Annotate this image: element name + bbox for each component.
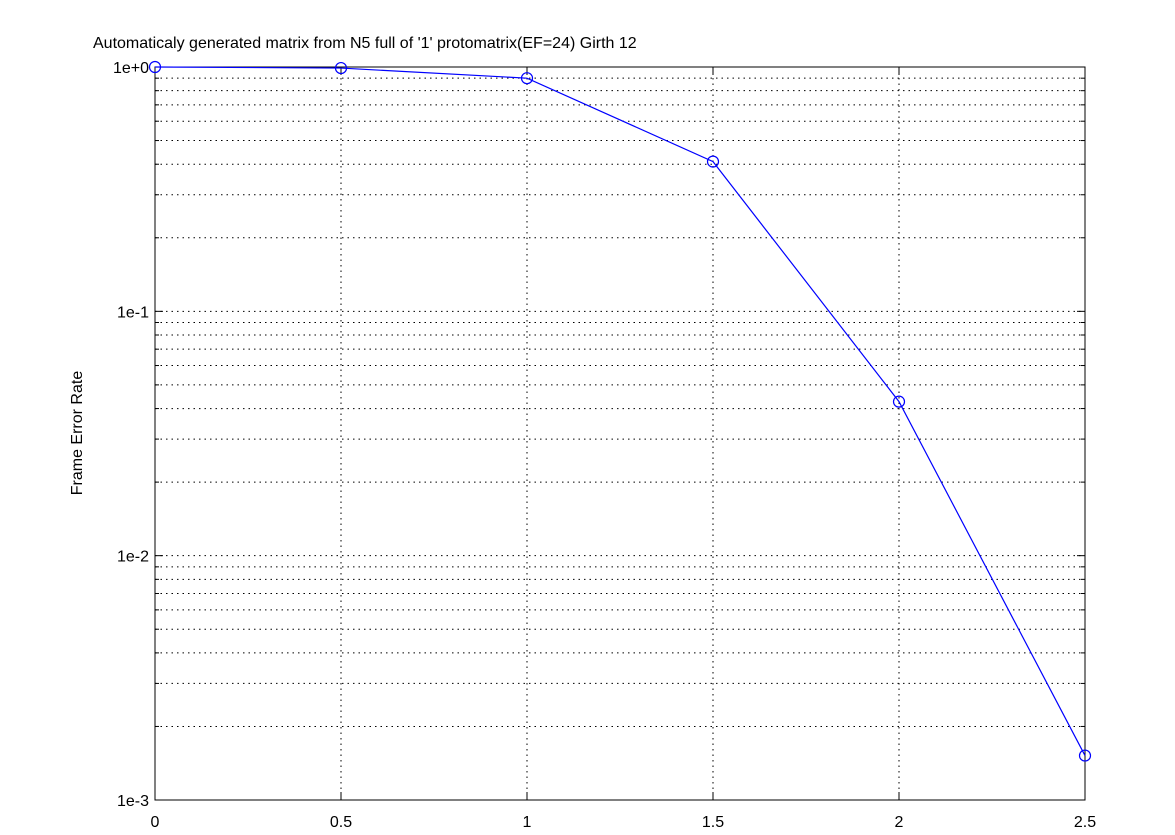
data-point-marker (148, 60, 162, 74)
plot-area-frame (154, 66, 1086, 801)
data-point-marker (334, 61, 348, 75)
grid (155, 67, 1085, 800)
x-tick-label: 0.5 (330, 814, 352, 831)
y-tick-label: 1e-2 (117, 549, 149, 566)
ticks: 0 0.5 1 1.5 2 2.5 1e-3 1e-2 1e-1 1e+0 (113, 60, 1096, 831)
x-tick-label: 2 (895, 814, 904, 831)
chart-title: Automaticaly generated matrix from N5 fu… (93, 35, 637, 52)
series (148, 60, 1092, 762)
x-tick-label: 1 (523, 814, 532, 831)
data-point-marker (1078, 749, 1092, 762)
y-tick-label: 1e-3 (117, 793, 149, 810)
y-tick-label: 1e+0 (113, 60, 149, 77)
x-tick-label: 0 (151, 814, 160, 831)
x-tick-label: 2.5 (1074, 814, 1096, 831)
data-point-marker (892, 395, 906, 408)
y-axis-label: Frame Error Rate (69, 371, 86, 496)
series-line (154, 66, 1086, 756)
y-tick-label: 1e-1 (117, 304, 149, 321)
x-tick-label: 1.5 (702, 814, 724, 831)
data-point-marker (706, 155, 720, 168)
data-point-marker (520, 72, 534, 85)
